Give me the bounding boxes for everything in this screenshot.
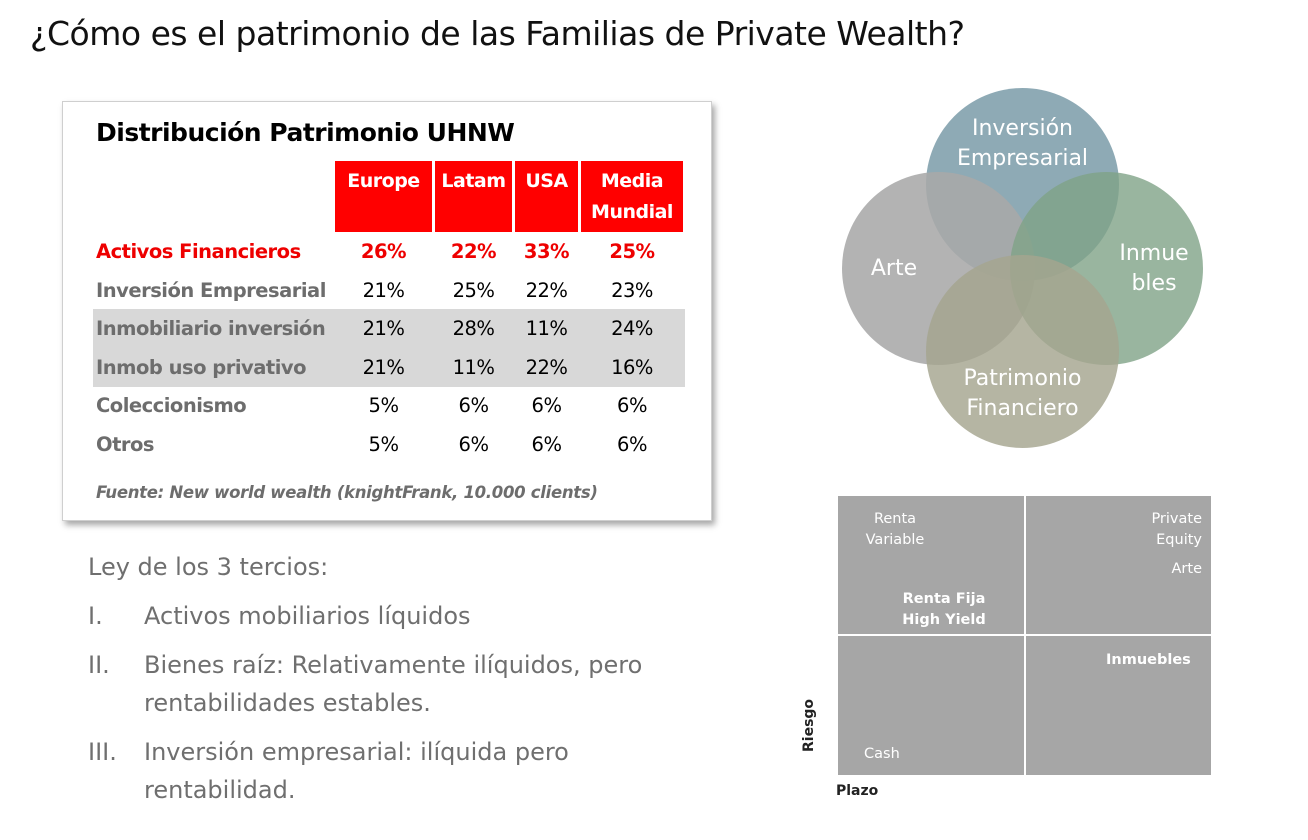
table-row: Otros 5% 6% 6% 6%: [96, 429, 696, 467]
cell-europe: 21%: [362, 279, 405, 302]
cell-europe: 5%: [368, 433, 399, 456]
cell-media-mundial: 25%: [609, 240, 655, 263]
row-label: Inmob uso privativo: [96, 356, 307, 379]
matrix-label-renta-variable: Renta Variable: [865, 511, 925, 548]
slide-title: ¿Cómo es el patrimonio de las Familias d…: [30, 14, 965, 53]
law-title: Ley de los 3 tercios:: [88, 553, 329, 581]
matrix-label-private-equity: Private Equity: [1151, 511, 1202, 548]
column-header-europe: Europe: [335, 161, 432, 232]
matrix-x-axis-label: Plazo: [836, 783, 879, 799]
venn-label-arte: Arte: [870, 256, 918, 281]
cell-usa: 22%: [525, 279, 568, 302]
cell-media-mundial: 6%: [617, 394, 647, 417]
column-header-latam: Latam: [435, 161, 512, 232]
cell-europe: 21%: [362, 317, 405, 340]
venn-label-patrimonio-financiero: Patrimonio Financiero: [963, 366, 1082, 421]
row-label: Otros: [96, 433, 155, 456]
table-row: Inversión Empresarial 21% 25% 22% 23%: [96, 275, 696, 313]
column-header-usa: USA: [515, 161, 578, 232]
table-row: Coleccionismo 5% 6% 6% 6%: [96, 390, 696, 428]
row-label: Inmobiliario inversión: [96, 317, 326, 340]
matrix-label-inmuebles: Inmuebles: [1106, 652, 1191, 668]
list-item-text: Activos mobiliarios líquidos: [144, 602, 471, 630]
table-row: Activos Financieros 26% 22% 33% 25%: [96, 236, 696, 274]
list-item-number: II.: [88, 651, 110, 679]
table-source: Fuente: New world wealth (knightFrank, 1…: [96, 483, 598, 502]
table-title: Distribución Patrimonio UHNW: [96, 118, 515, 147]
venn-label-inmuebles: Inmue bles: [1119, 241, 1189, 296]
asset-venn-diagram: Inversión Empresarial Arte Inmue bles Patr…: [838, 84, 1210, 456]
list-item-number: III.: [88, 738, 117, 766]
list-item-text: Bienes raíz: Relativamente ilíquidos, pe…: [144, 651, 643, 717]
matrix-label-arte: Arte: [1171, 561, 1203, 577]
row-label: Activos Financieros: [96, 240, 301, 263]
column-header-media-mundial: Media Mundial: [581, 161, 683, 232]
risk-term-matrix: Renta Variable Renta Fija High Yield Priva…: [838, 496, 1211, 775]
wealth-distribution-table: Distribución Patrimonio UHNW Europe Lata…: [62, 101, 712, 521]
cell-latam: 6%: [458, 394, 489, 417]
list-item-text: Inversión empresarial: ilíquida pero ren…: [144, 738, 569, 804]
cell-latam: 11%: [452, 356, 495, 379]
matrix-label-renta-fija: Renta Fija High Yield: [902, 591, 986, 628]
row-label: Inversión Empresarial: [96, 279, 326, 302]
cell-usa: 6%: [531, 394, 562, 417]
cell-media-mundial: 16%: [611, 356, 653, 379]
list-item-number: I.: [88, 602, 103, 630]
cell-usa: 22%: [525, 356, 568, 379]
cell-europe: 26%: [360, 240, 407, 263]
cell-latam: 6%: [458, 433, 489, 456]
cell-usa: 11%: [525, 317, 568, 340]
cell-media-mundial: 24%: [611, 317, 653, 340]
table-row: Inmobiliario inversión 21% 28% 11% 24%: [96, 313, 696, 351]
matrix-divider-horizontal: [838, 634, 1211, 636]
cell-media-mundial: 6%: [617, 433, 647, 456]
row-label: Coleccionismo: [96, 394, 247, 417]
cell-latam: 22%: [450, 240, 497, 263]
matrix-label-cash: Cash: [864, 746, 900, 762]
matrix-y-axis-label: Riesgo: [801, 698, 817, 752]
venn-circle-patrimonio-financiero: [926, 255, 1119, 448]
venn-label-inversion-empresarial: Inversión Empresarial: [956, 116, 1089, 171]
table-row: Inmob uso privativo 21% 11% 22% 16%: [96, 352, 696, 390]
cell-usa: 6%: [531, 433, 562, 456]
table-row-band: [93, 309, 685, 387]
cell-europe: 5%: [368, 394, 399, 417]
cell-europe: 21%: [362, 356, 405, 379]
cell-latam: 28%: [452, 317, 495, 340]
cell-usa: 33%: [523, 240, 570, 263]
cell-latam: 25%: [452, 279, 495, 302]
cell-media-mundial: 23%: [611, 279, 653, 302]
